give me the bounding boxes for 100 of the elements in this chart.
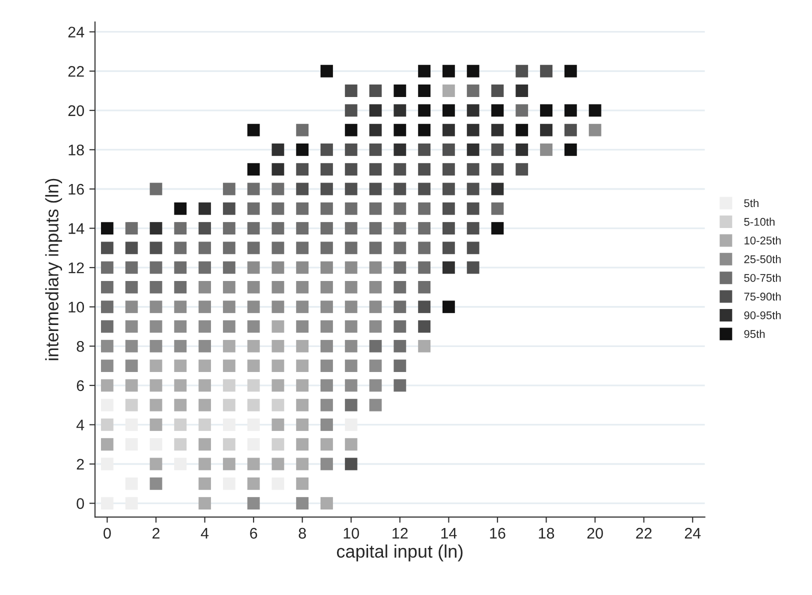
point xyxy=(369,360,382,372)
point xyxy=(174,300,187,314)
point xyxy=(198,458,211,470)
point xyxy=(272,340,284,352)
point xyxy=(296,281,309,294)
point xyxy=(125,242,138,254)
point xyxy=(344,320,358,333)
point xyxy=(150,458,162,470)
point xyxy=(296,418,309,431)
point xyxy=(272,458,284,470)
point xyxy=(100,340,114,352)
legend-label: 75-90th xyxy=(744,292,781,301)
legend-label: 5th xyxy=(744,198,758,208)
point xyxy=(516,163,528,176)
point xyxy=(344,104,358,117)
point xyxy=(100,438,114,451)
legend-label: 25-50th xyxy=(744,255,781,264)
point xyxy=(320,163,333,176)
x-tick-label: 20 xyxy=(587,528,603,539)
point xyxy=(320,320,333,333)
point xyxy=(174,202,187,215)
point xyxy=(150,360,162,372)
point xyxy=(247,497,260,510)
point xyxy=(344,124,358,136)
legend-label: 90-95th xyxy=(744,311,781,320)
x-tick-label: 22 xyxy=(636,528,652,539)
point xyxy=(394,104,406,117)
point xyxy=(344,84,358,97)
point xyxy=(247,281,260,294)
point xyxy=(320,182,333,196)
point xyxy=(150,379,162,392)
point xyxy=(540,64,552,78)
point xyxy=(296,438,309,451)
point xyxy=(369,300,382,314)
point xyxy=(272,360,284,372)
point xyxy=(442,202,455,215)
point xyxy=(150,320,162,333)
point xyxy=(369,281,382,294)
point xyxy=(100,360,114,372)
point xyxy=(150,340,162,352)
point xyxy=(344,340,358,352)
point xyxy=(418,163,431,176)
point xyxy=(320,143,333,156)
point xyxy=(198,281,211,294)
point xyxy=(466,143,480,156)
point xyxy=(100,418,114,431)
point xyxy=(320,379,333,392)
x-tick-label: 10 xyxy=(344,528,360,539)
point xyxy=(150,477,162,490)
point xyxy=(100,497,114,510)
point xyxy=(320,497,333,510)
point xyxy=(272,300,284,314)
x-tick-label: 4 xyxy=(200,528,209,539)
point xyxy=(369,182,382,196)
point xyxy=(198,379,211,392)
y-tick-label: 10 xyxy=(68,302,84,313)
x-tick-label: 2 xyxy=(152,528,160,539)
point xyxy=(247,360,260,372)
point xyxy=(540,104,552,117)
point xyxy=(320,398,333,412)
point xyxy=(320,281,333,294)
point xyxy=(272,281,284,294)
point xyxy=(418,64,431,78)
point xyxy=(198,340,211,352)
point xyxy=(564,64,577,78)
point xyxy=(222,379,236,392)
point xyxy=(100,379,114,392)
point xyxy=(564,124,577,136)
point xyxy=(466,222,480,234)
y-tick-label: 4 xyxy=(76,420,84,430)
point xyxy=(442,261,455,274)
point xyxy=(369,320,382,333)
point xyxy=(442,163,455,176)
point xyxy=(174,438,187,451)
point xyxy=(466,261,480,274)
point xyxy=(491,84,504,97)
point xyxy=(466,202,480,215)
point xyxy=(369,163,382,176)
legend-label: 5-10th xyxy=(744,218,774,226)
x-tick-label: 14 xyxy=(441,528,457,539)
point xyxy=(320,261,333,274)
point xyxy=(125,300,138,314)
point xyxy=(344,163,358,176)
point xyxy=(222,300,236,314)
point xyxy=(174,340,187,352)
point xyxy=(222,281,236,294)
point xyxy=(150,398,162,412)
point xyxy=(198,300,211,314)
point xyxy=(296,320,309,333)
point xyxy=(344,438,358,451)
point xyxy=(564,143,577,156)
point xyxy=(540,124,552,136)
point xyxy=(222,202,236,215)
point xyxy=(247,477,260,490)
point xyxy=(222,360,236,372)
point xyxy=(491,124,504,136)
point xyxy=(442,182,455,196)
point xyxy=(247,418,260,431)
point xyxy=(418,320,431,333)
x-tick-label: 24 xyxy=(684,528,701,539)
